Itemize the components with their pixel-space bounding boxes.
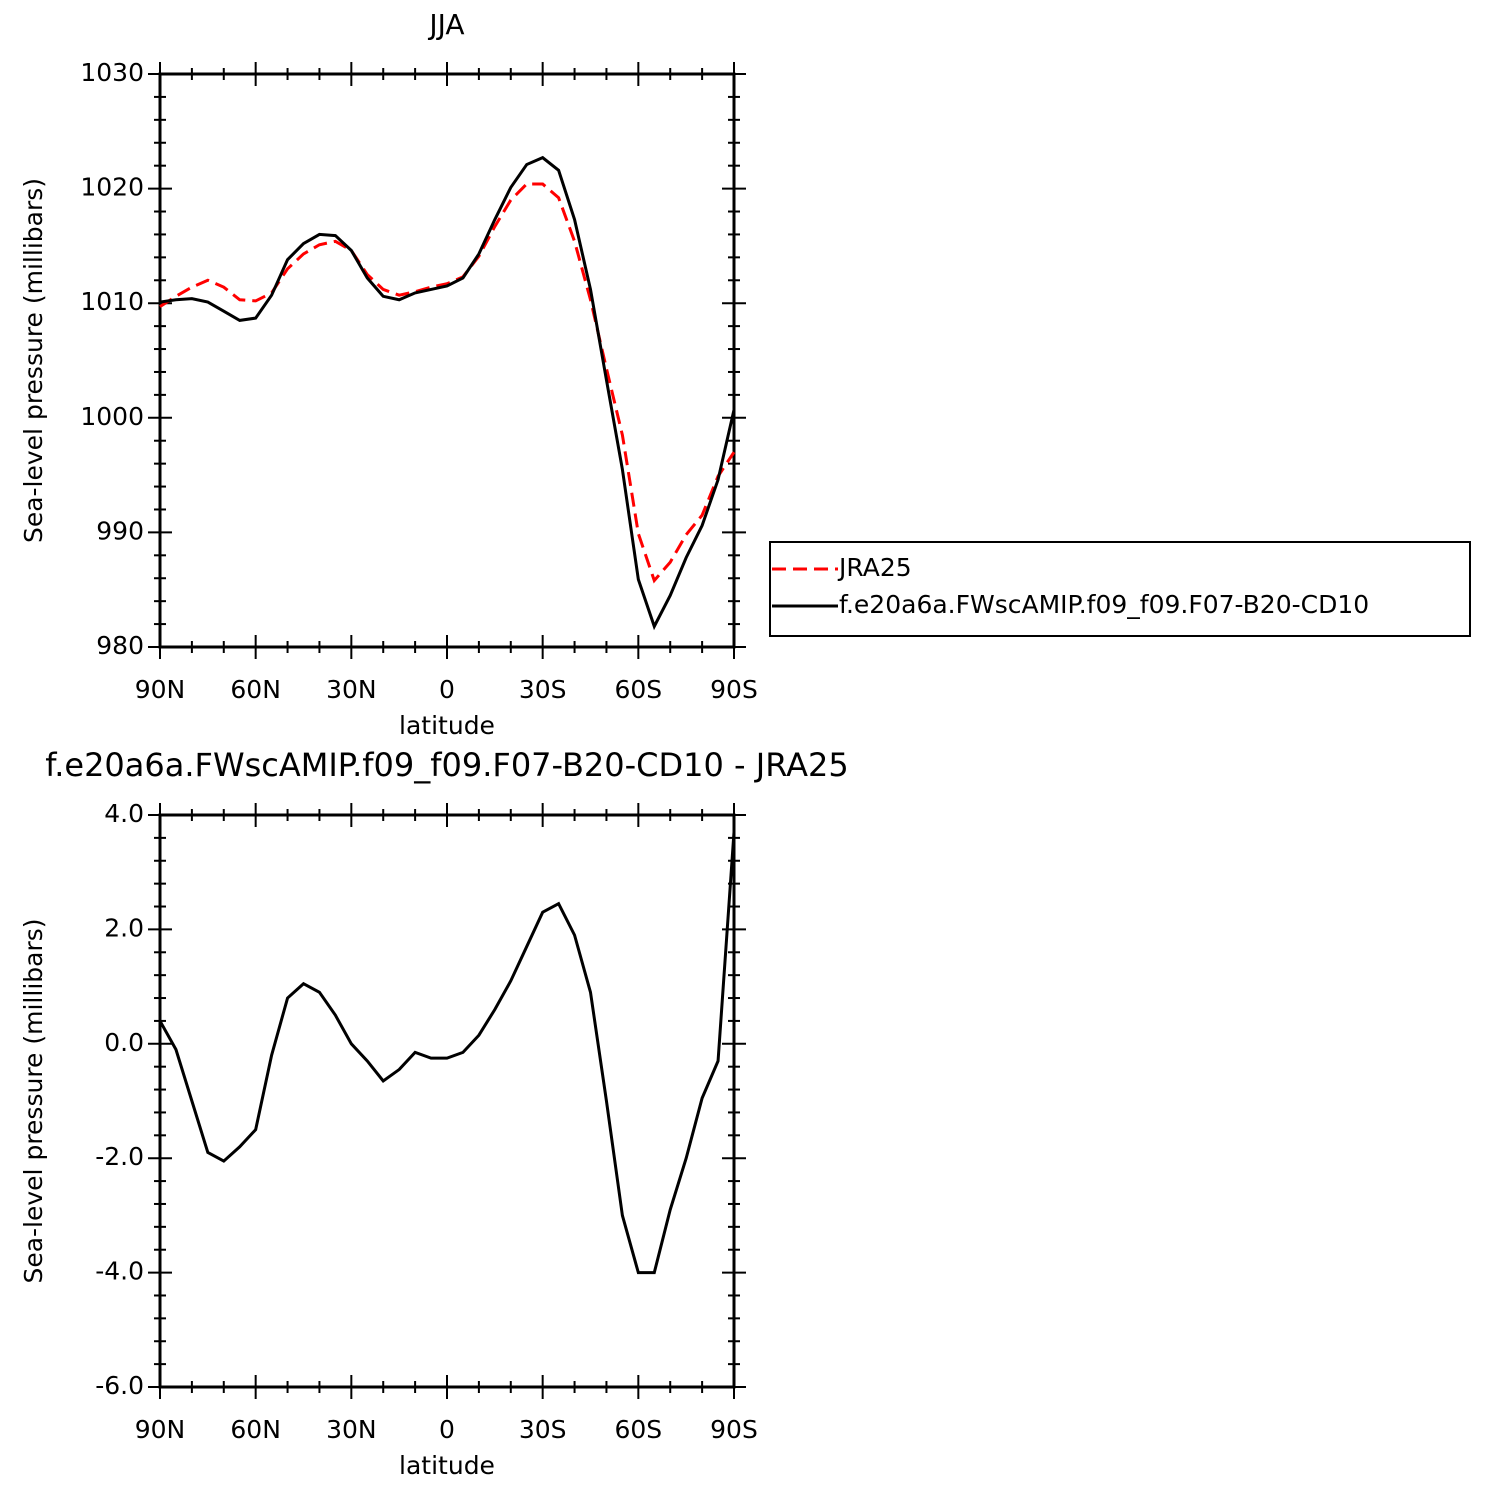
x-tick-label: 60S <box>614 1415 662 1444</box>
x-tick-label: 60N <box>230 675 281 704</box>
x-tick-label: 90S <box>710 1415 758 1444</box>
y-tick-label: 2.0 <box>104 913 144 942</box>
x-axis-label: latitude <box>399 1451 495 1480</box>
y-axis-label: Sea-level pressure (millibars) <box>19 918 48 1283</box>
chart-title: f.e20a6a.FWscAMIP.f09_f09.F07-B20-CD10 -… <box>45 746 848 784</box>
y-tick-label: 1030 <box>80 58 144 87</box>
y-tick-label: 990 <box>96 516 144 545</box>
x-tick-label: 30N <box>326 1415 377 1444</box>
y-tick-label: 980 <box>96 631 144 660</box>
x-tick-label: 60N <box>230 1415 281 1444</box>
y-tick-label: 1010 <box>80 287 144 316</box>
y-tick-label: -6.0 <box>95 1371 144 1400</box>
x-tick-label: 60S <box>614 675 662 704</box>
x-tick-label: 90S <box>710 675 758 704</box>
y-tick-label: 1020 <box>80 173 144 202</box>
x-tick-label: 30S <box>519 1415 567 1444</box>
x-tick-label: 30N <box>326 675 377 704</box>
x-axis-label: latitude <box>399 711 495 740</box>
x-tick-label: 90N <box>135 1415 186 1444</box>
data-line <box>159 182 736 584</box>
x-tick-label: 0 <box>439 675 455 704</box>
legend-label: f.e20a6a.FWscAMIP.f09_f09.F07-B20-CD10 <box>839 590 1369 619</box>
data-line <box>158 832 736 1275</box>
legend-label: JRA25 <box>837 553 912 582</box>
x-tick-label: 90N <box>135 675 186 704</box>
chart-title: JJA <box>427 8 464 41</box>
y-tick-label: 4.0 <box>104 799 144 828</box>
x-tick-label: 30S <box>519 675 567 704</box>
y-tick-label: -4.0 <box>95 1257 144 1286</box>
data-line <box>159 155 736 631</box>
y-tick-label: -2.0 <box>95 1142 144 1171</box>
plot-frame <box>158 813 736 1389</box>
x-tick-label: 0 <box>439 1415 455 1444</box>
y-axis-label: Sea-level pressure (millibars) <box>19 178 48 543</box>
legend-box <box>769 541 1471 637</box>
y-tick-label: 1000 <box>80 402 144 431</box>
y-tick-label: 0.0 <box>104 1028 144 1057</box>
